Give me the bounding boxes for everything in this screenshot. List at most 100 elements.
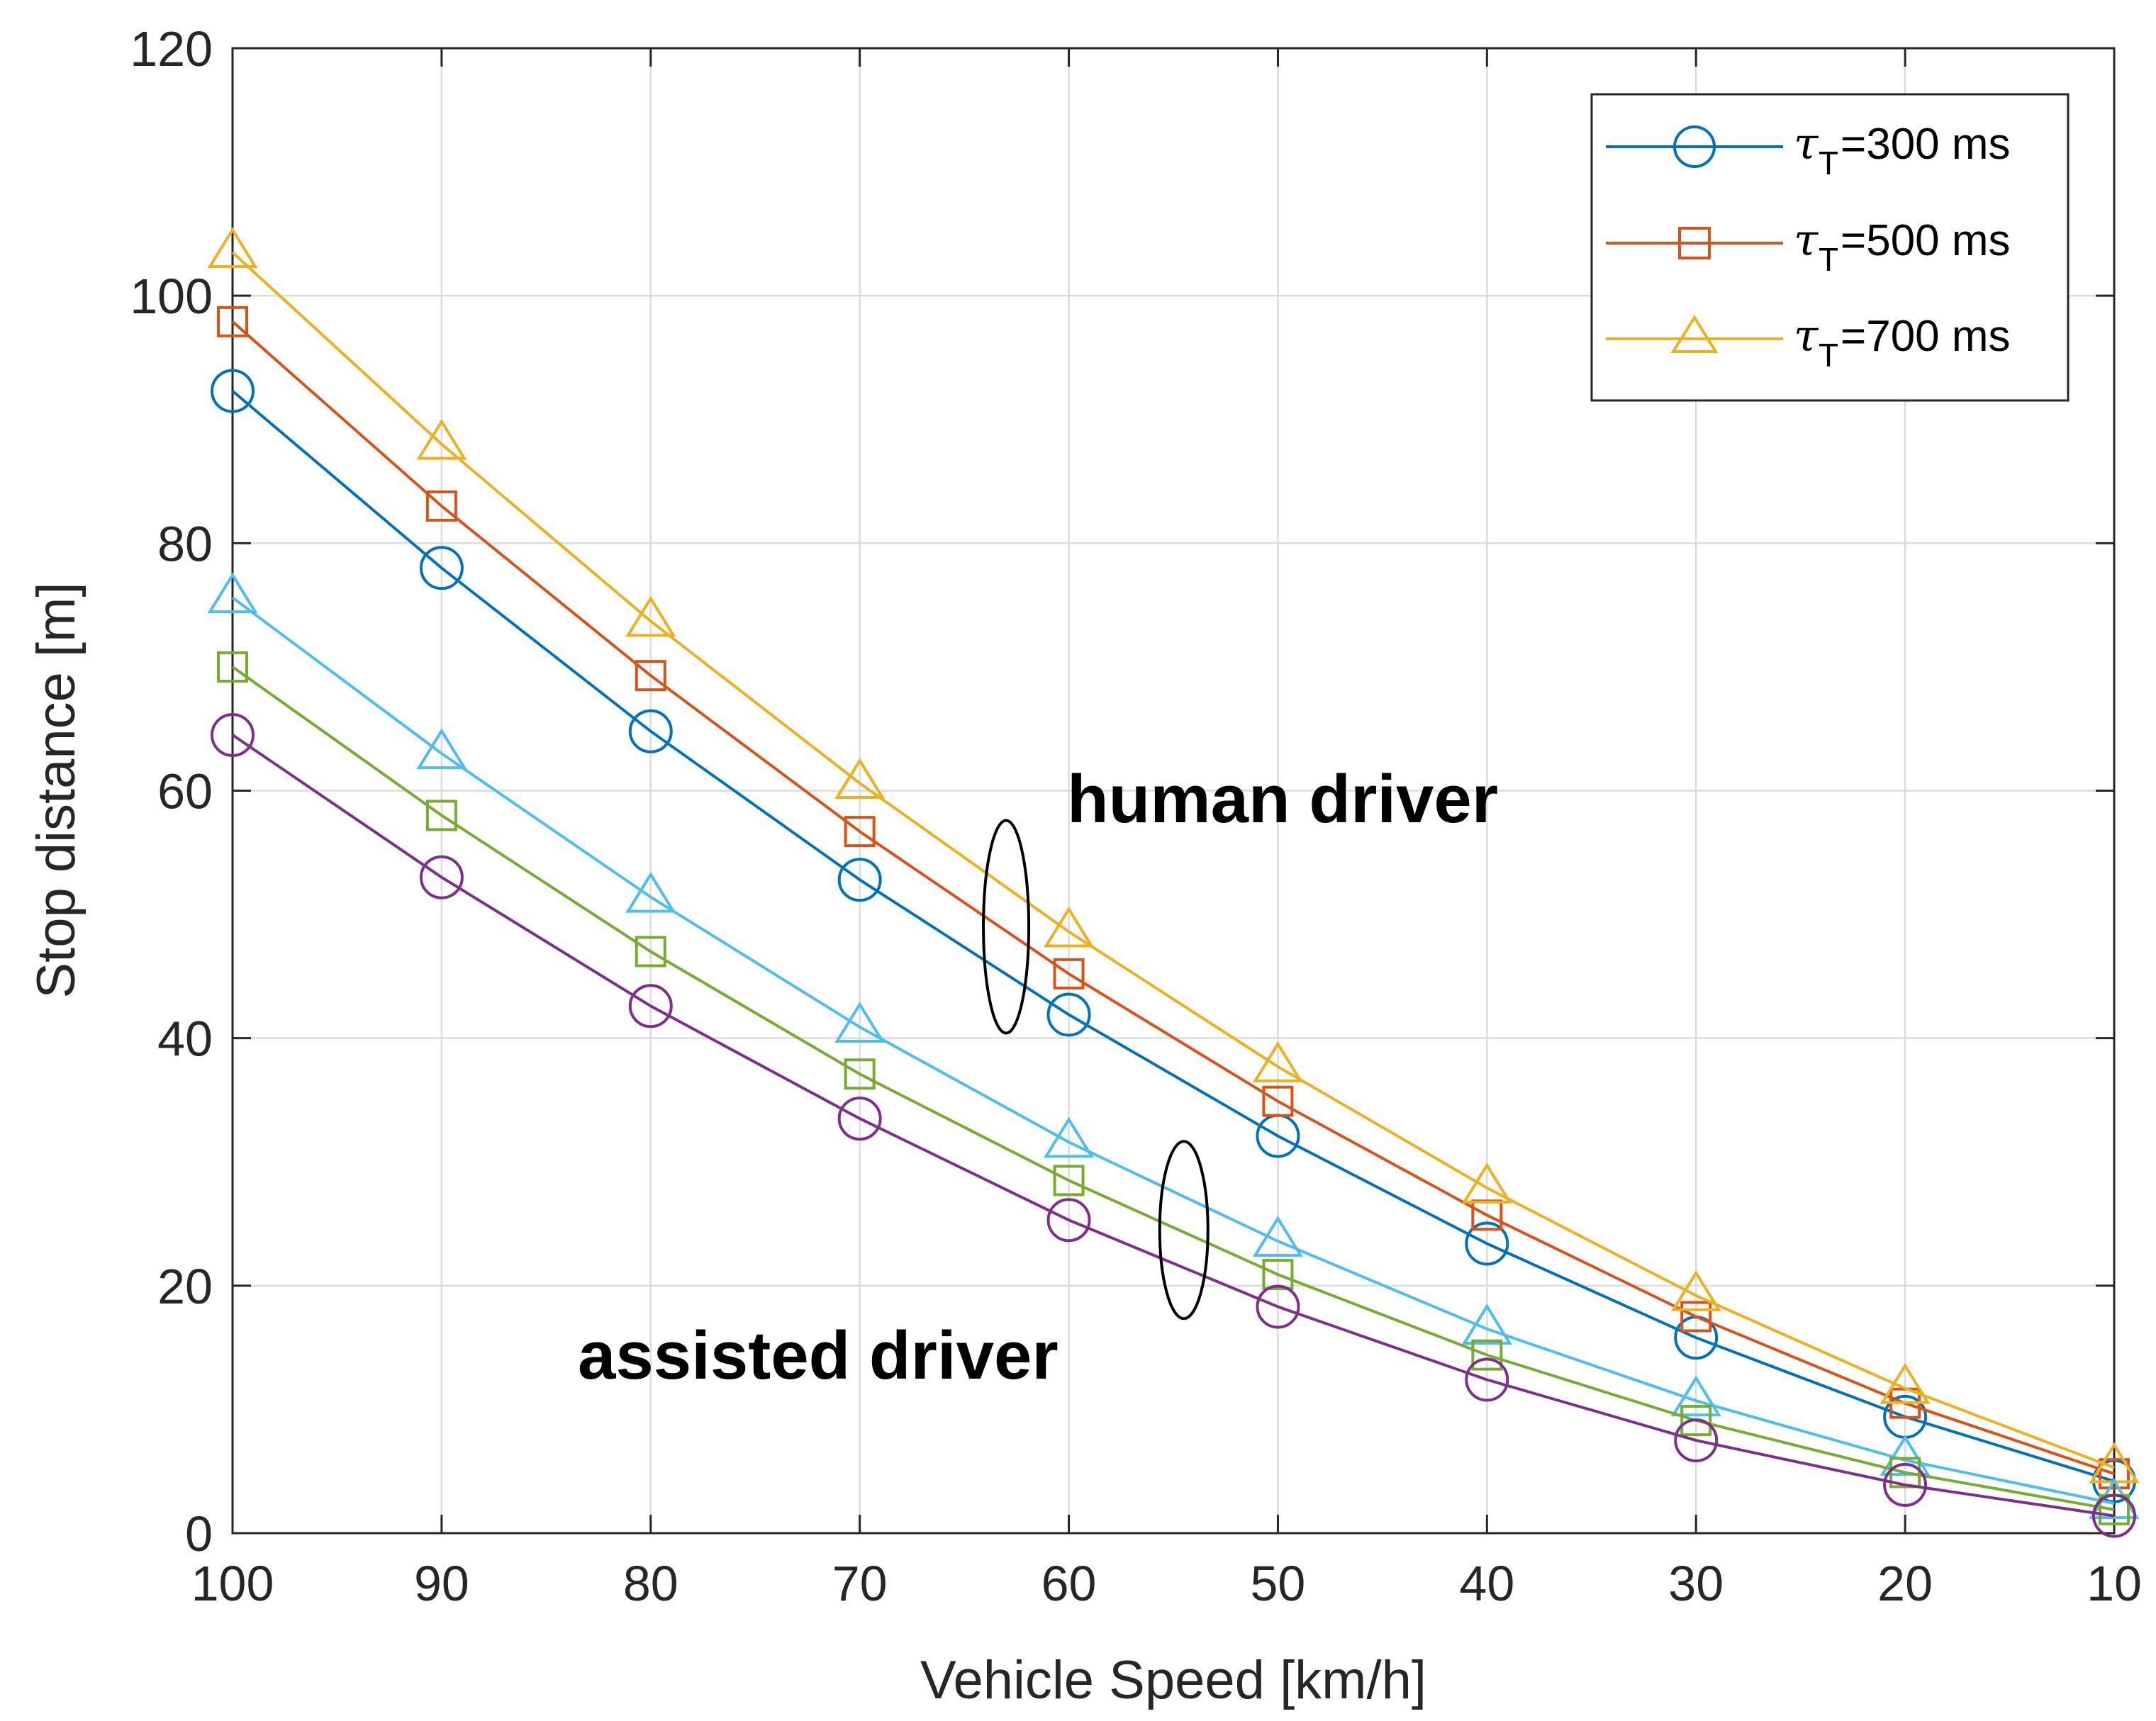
legend-label-300ms: =300 ms bbox=[1841, 120, 2011, 169]
data-point bbox=[419, 855, 464, 899]
series-line bbox=[231, 390, 2115, 1483]
legend-marker-square bbox=[1678, 227, 1711, 259]
series-3 bbox=[207, 227, 2140, 1484]
data-point bbox=[1046, 992, 1091, 1037]
data-point bbox=[1879, 1435, 1931, 1476]
data-point bbox=[416, 728, 467, 770]
assisted-driver-label: assisted driver bbox=[578, 1318, 1059, 1394]
data-point bbox=[1262, 1085, 1294, 1117]
y-axis-label: Stop distance [m] bbox=[26, 582, 86, 998]
data-point bbox=[1043, 1116, 1095, 1158]
grid-lines bbox=[233, 48, 2114, 1533]
x-tick-label: 50 bbox=[1251, 1556, 1306, 1611]
data-point bbox=[419, 546, 464, 590]
series-5 bbox=[217, 651, 2130, 1525]
data-point bbox=[625, 595, 676, 637]
data-point bbox=[1252, 1041, 1304, 1082]
data-point bbox=[1879, 1362, 1931, 1404]
data-point bbox=[1046, 1198, 1091, 1243]
data-point bbox=[217, 305, 248, 337]
data-point bbox=[1680, 1405, 1712, 1437]
y-tick-label: 60 bbox=[157, 764, 213, 819]
data-point bbox=[1465, 1221, 1509, 1266]
legend-entry-700ms: τ T =700 ms bbox=[1606, 310, 2011, 374]
data-point bbox=[425, 490, 457, 522]
series-line bbox=[231, 666, 2115, 1511]
y-tick-label: 120 bbox=[130, 21, 213, 77]
legend-marker-triangle bbox=[1670, 315, 1719, 353]
x-tick-label: 40 bbox=[1459, 1556, 1514, 1611]
data-point bbox=[628, 709, 673, 753]
data-point bbox=[1053, 958, 1085, 990]
data-point bbox=[207, 227, 258, 269]
data-point bbox=[1674, 1418, 1719, 1463]
x-tick-label: 10 bbox=[2087, 1556, 2142, 1611]
y-tick-label: 20 bbox=[157, 1259, 213, 1314]
legend-sub-700ms: T bbox=[1819, 337, 1838, 374]
series-6 bbox=[211, 712, 2136, 1538]
data-point bbox=[1471, 1339, 1503, 1371]
series-layer bbox=[207, 227, 2140, 1538]
data-point bbox=[1043, 906, 1095, 948]
legend-tau-300ms: τ bbox=[1794, 118, 1819, 169]
data-point bbox=[207, 572, 258, 614]
data-point bbox=[217, 651, 248, 683]
assisted-driver-ellipse bbox=[1158, 1140, 1210, 1321]
data-point bbox=[416, 418, 467, 460]
x-tick-label: 80 bbox=[623, 1556, 678, 1611]
legend-tau-500ms: τ bbox=[1794, 214, 1819, 266]
x-tick-label: 60 bbox=[1041, 1556, 1097, 1611]
data-point bbox=[837, 1097, 882, 1141]
data-point bbox=[635, 660, 666, 692]
x-tick-label: 20 bbox=[1877, 1556, 1933, 1611]
data-point bbox=[1262, 1259, 1294, 1291]
legend: τ T =300 ms τ T =500 ms τ T =700 ms bbox=[1590, 93, 2070, 402]
data-point bbox=[1889, 1457, 1921, 1489]
data-point bbox=[834, 1002, 886, 1043]
data-point bbox=[1252, 1216, 1304, 1257]
data-point bbox=[628, 984, 673, 1028]
legend-label-500ms: =500 ms bbox=[1841, 216, 2011, 265]
series-4 bbox=[207, 572, 2140, 1520]
data-point bbox=[1680, 1301, 1712, 1333]
plot-frame bbox=[231, 47, 2116, 1535]
x-tick-label: 30 bbox=[1668, 1556, 1724, 1611]
human-driver-label: human driver bbox=[1067, 761, 1498, 837]
data-point bbox=[1670, 1375, 1721, 1417]
series-line bbox=[231, 320, 2115, 1476]
legend-sub-500ms: T bbox=[1819, 241, 1838, 278]
series-line bbox=[231, 596, 2115, 1506]
data-point bbox=[211, 369, 255, 413]
x-tick-label: 100 bbox=[191, 1556, 274, 1611]
data-point bbox=[837, 858, 882, 902]
data-point bbox=[625, 871, 676, 913]
legend-entry-500ms: τ T =500 ms bbox=[1606, 214, 2011, 278]
data-point bbox=[211, 712, 255, 757]
data-point bbox=[1883, 1462, 1928, 1507]
y-tick-label: 80 bbox=[157, 516, 213, 571]
data-point bbox=[2099, 1458, 2130, 1490]
data-point bbox=[834, 758, 886, 800]
x-tick-label: 70 bbox=[832, 1556, 888, 1611]
legend-tau-700ms: τ bbox=[1794, 310, 1819, 361]
legend-entry-300ms: τ T =300 ms bbox=[1606, 118, 2011, 181]
data-point bbox=[1461, 1162, 1512, 1204]
series-line bbox=[231, 734, 2115, 1518]
data-point bbox=[844, 816, 876, 848]
data-point bbox=[1256, 1284, 1300, 1329]
data-point bbox=[1053, 1165, 1085, 1196]
legend-sub-300ms: T bbox=[1819, 145, 1838, 181]
x-axis-label: Vehicle Speed [km/h] bbox=[920, 1650, 1426, 1710]
x-tick-label: 90 bbox=[414, 1556, 469, 1611]
series-line bbox=[231, 251, 2115, 1469]
legend-marker-circle bbox=[1673, 125, 1716, 168]
human-driver-ellipse bbox=[982, 819, 1031, 1035]
data-point bbox=[635, 936, 666, 968]
data-point bbox=[844, 1058, 876, 1090]
data-point bbox=[1670, 1269, 1721, 1311]
data-point bbox=[1461, 1304, 1512, 1345]
data-point bbox=[1465, 1357, 1509, 1402]
y-tick-label: 40 bbox=[157, 1011, 213, 1067]
